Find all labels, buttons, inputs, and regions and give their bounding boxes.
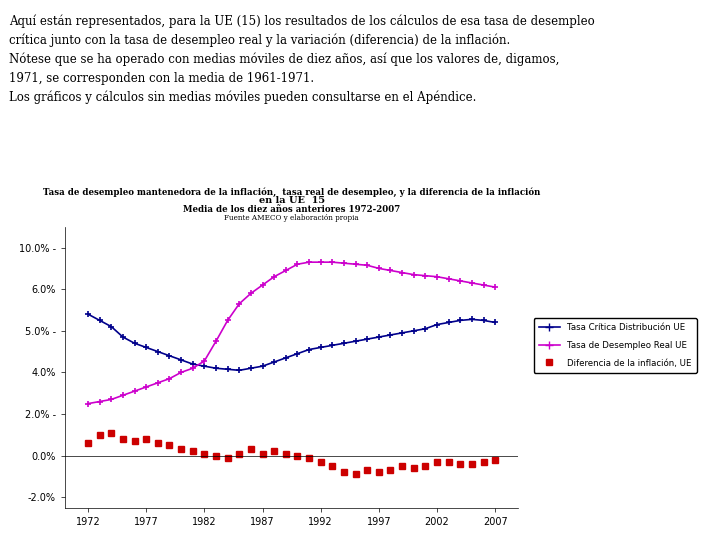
Text: Fuente AMECO y elaboración propia: Fuente AMECO y elaboración propia <box>225 214 359 222</box>
Legend: Tasa Crítica Distribución UE, Tasa de Desempleo Real UE, Diferencia de la inflac: Tasa Crítica Distribución UE, Tasa de De… <box>534 318 697 373</box>
Text: Media de los diez años anteriores 1972-2007: Media de los diez años anteriores 1972-2… <box>183 205 400 214</box>
Text: Aquí están representados, para la UE (15) los resultados de los cálculos de esa : Aquí están representados, para la UE (15… <box>9 15 595 104</box>
Text: en la UE  15: en la UE 15 <box>258 196 325 205</box>
Text: Tasa de desempleo mantenedora de la inflación,  tasa real de desempleo, y la dif: Tasa de desempleo mantenedora de la infl… <box>43 187 540 197</box>
